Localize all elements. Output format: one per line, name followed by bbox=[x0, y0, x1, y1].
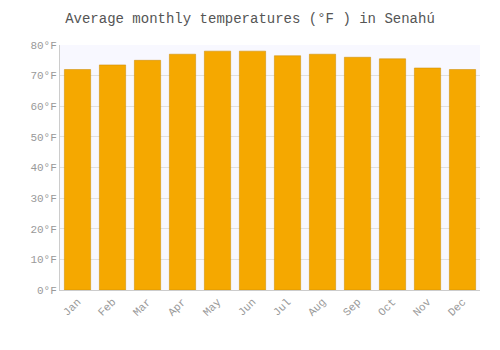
svg-text:70°F: 70°F bbox=[30, 70, 56, 82]
svg-text:10°F: 10°F bbox=[30, 254, 56, 266]
svg-text:Jul: Jul bbox=[271, 296, 293, 318]
svg-text:80°F: 80°F bbox=[30, 40, 56, 52]
svg-text:Average monthly temperatures (: Average monthly temperatures (°F ) in Se… bbox=[65, 11, 435, 27]
svg-text:Dec: Dec bbox=[446, 296, 468, 318]
svg-text:60°F: 60°F bbox=[30, 101, 56, 113]
svg-text:50°F: 50°F bbox=[30, 132, 56, 144]
svg-text:Nov: Nov bbox=[411, 296, 434, 319]
svg-text:40°F: 40°F bbox=[30, 162, 56, 174]
svg-text:Sep: Sep bbox=[341, 296, 363, 318]
svg-text:Oct: Oct bbox=[376, 296, 398, 318]
svg-text:Mar: Mar bbox=[131, 296, 153, 318]
svg-text:May: May bbox=[201, 296, 224, 319]
svg-text:Aug: Aug bbox=[306, 296, 328, 318]
svg-text:Jan: Jan bbox=[61, 296, 83, 318]
svg-text:Apr: Apr bbox=[166, 296, 188, 318]
svg-text:20°F: 20°F bbox=[30, 224, 56, 236]
svg-text:Feb: Feb bbox=[96, 296, 118, 318]
svg-text:30°F: 30°F bbox=[30, 193, 56, 205]
svg-text:Jun: Jun bbox=[236, 296, 258, 318]
svg-text:0°F: 0°F bbox=[37, 285, 57, 297]
